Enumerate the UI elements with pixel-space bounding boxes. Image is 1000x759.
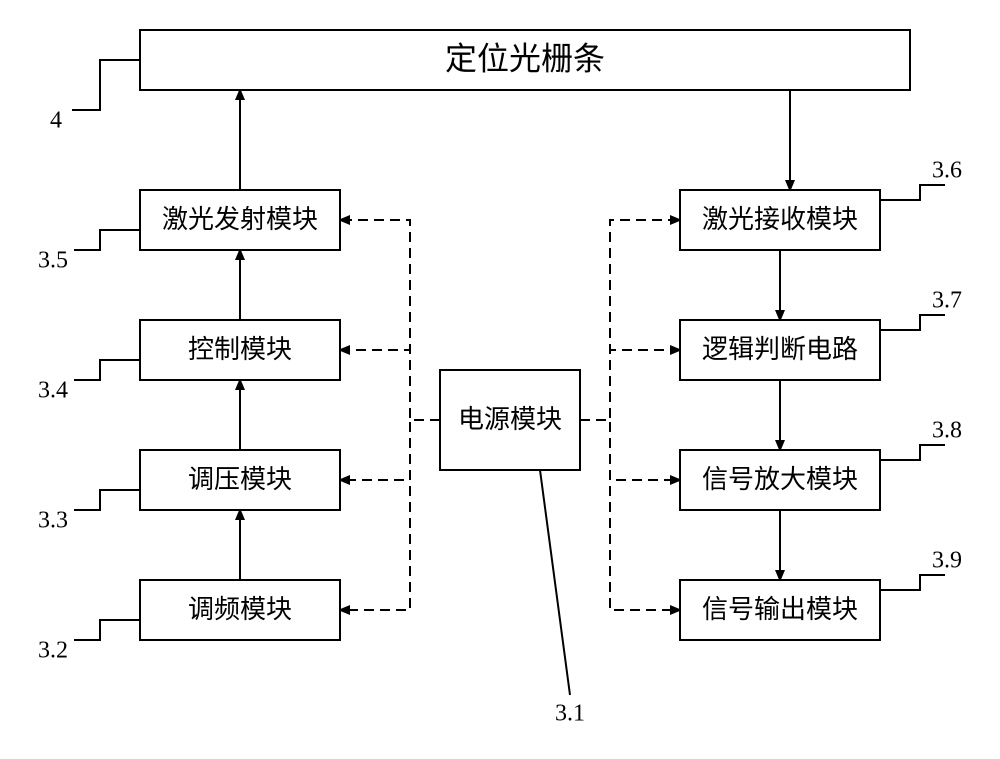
tag-label: 3.4 <box>38 378 68 404</box>
node-label: 定位光栅条 <box>445 40 605 76</box>
node-label: 调频模块 <box>188 595 292 624</box>
node-label: 激光接收模块 <box>702 205 858 234</box>
node-label: 逻辑判断电路 <box>702 335 858 364</box>
node-label: 控制模块 <box>188 335 292 364</box>
node-power: 电源模块 <box>440 370 580 470</box>
tag-label: 3.9 <box>932 548 962 574</box>
node-label: 激光发射模块 <box>162 205 318 234</box>
power-arrow <box>580 420 680 610</box>
tag-leader <box>72 60 140 110</box>
tag-label: 3.8 <box>932 418 962 444</box>
tag-label: 3.5 <box>38 248 68 274</box>
node-n33: 调压模块 <box>140 450 340 510</box>
power-arrow <box>340 420 440 610</box>
node-n38: 信号放大模块 <box>680 450 880 510</box>
node-n34: 控制模块 <box>140 320 340 380</box>
power-arrow <box>340 420 440 480</box>
tag-leader <box>74 490 140 510</box>
node-n35: 激光发射模块 <box>140 190 340 250</box>
tag-label: 4 <box>50 108 62 134</box>
tag-leader <box>74 620 140 640</box>
tag-label: 3.2 <box>38 638 68 664</box>
node-label: 信号放大模块 <box>702 465 858 494</box>
node-n39: 信号输出模块 <box>680 580 880 640</box>
tag-leader <box>540 470 570 695</box>
power-arrow <box>340 220 440 420</box>
tag-leader <box>74 360 140 380</box>
tag-leader <box>880 575 945 590</box>
power-arrow <box>580 350 680 420</box>
power-arrow <box>580 220 680 420</box>
tag-leader <box>74 230 140 250</box>
tag-leader <box>880 445 945 460</box>
node-n37: 逻辑判断电路 <box>680 320 880 380</box>
tag-label: 3.1 <box>555 701 585 727</box>
node-label: 信号输出模块 <box>702 595 858 624</box>
power-arrow <box>580 420 680 480</box>
node-label: 调压模块 <box>188 465 292 494</box>
node-label: 电源模块 <box>458 405 562 434</box>
tag-leader <box>880 185 945 200</box>
power-arrow <box>340 350 440 420</box>
node-n32: 调频模块 <box>140 580 340 640</box>
node-top: 定位光栅条 <box>140 30 910 90</box>
node-n36: 激光接收模块 <box>680 190 880 250</box>
tag-label: 3.6 <box>932 158 962 184</box>
tag-label: 3.3 <box>38 508 68 534</box>
tag-label: 3.7 <box>932 288 962 314</box>
tag-leader <box>880 315 945 330</box>
